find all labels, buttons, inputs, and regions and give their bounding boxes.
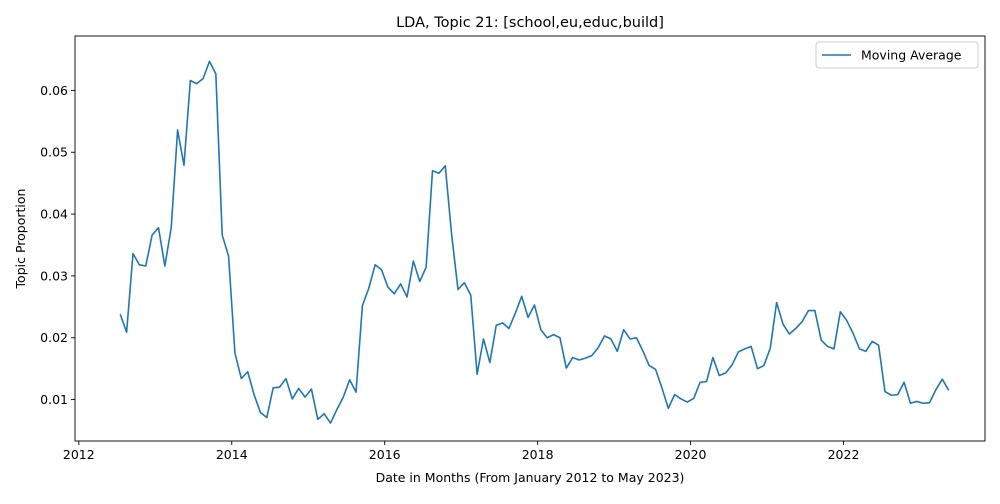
x-tick-label: 2016 bbox=[369, 447, 401, 462]
y-tick-label: 0.05 bbox=[40, 145, 68, 160]
y-tick-label: 0.06 bbox=[40, 83, 68, 98]
axes-frame bbox=[74, 35, 986, 442]
legend-box bbox=[815, 41, 979, 69]
y-tick-label: 0.02 bbox=[40, 330, 68, 345]
plot-area bbox=[74, 35, 986, 442]
x-tick-label: 2012 bbox=[63, 447, 95, 462]
chart-title: LDA, Topic 21: [school,eu,educ,build] bbox=[396, 15, 664, 31]
y-tick-label: 0.01 bbox=[40, 392, 68, 407]
series-line-moving-average bbox=[119, 60, 950, 424]
x-tick-label: 2022 bbox=[828, 447, 860, 462]
x-tick-label: 2020 bbox=[675, 447, 707, 462]
x-axis-label: Date in Months (From January 2012 to May… bbox=[376, 470, 685, 485]
legend: Moving Average bbox=[815, 41, 979, 69]
y-tick-label: 0.04 bbox=[40, 207, 68, 222]
x-axis: 2012 2014 2016 2018 2020 2022 bbox=[63, 441, 860, 462]
y-axis-label: Topic Proportion bbox=[13, 189, 28, 290]
legend-label-moving-average: Moving Average bbox=[861, 48, 962, 63]
y-axis: 0.01 0.02 0.03 0.04 0.05 0.06 bbox=[40, 83, 75, 407]
y-tick-label: 0.03 bbox=[40, 268, 68, 283]
x-tick-label: 2014 bbox=[216, 447, 248, 462]
x-tick-label: 2018 bbox=[522, 447, 554, 462]
